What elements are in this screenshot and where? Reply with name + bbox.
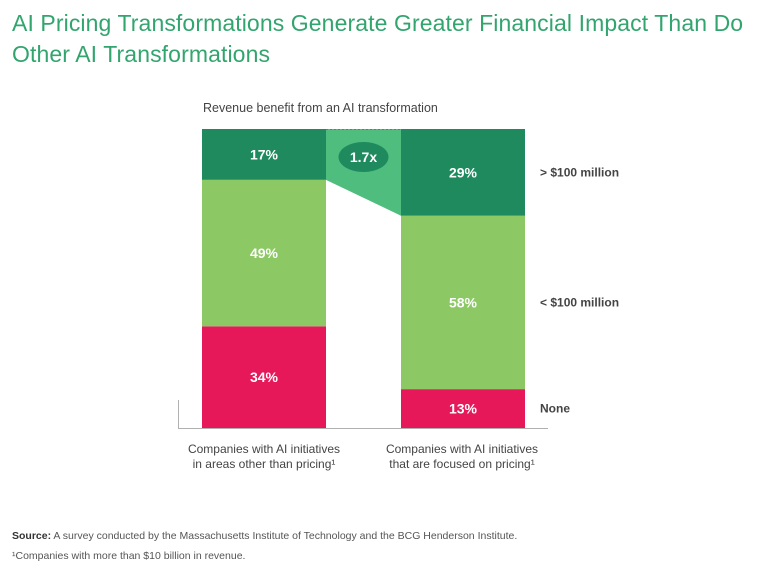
- footnote: ¹Companies with more than $10 billion in…: [12, 550, 246, 562]
- source-label: Source:: [12, 530, 52, 542]
- bar-segment: [401, 215, 525, 390]
- data-label: 34%: [250, 369, 279, 385]
- legend-label: None: [540, 402, 570, 416]
- multiplier-label: 1.7x: [350, 149, 377, 165]
- data-label: 29%: [449, 164, 478, 180]
- bar-segment: [401, 389, 525, 428]
- multiplier-badge: [338, 142, 389, 172]
- chart-title: AI Pricing Transformations Generate Grea…: [12, 10, 744, 67]
- x-axis-label-pricing: Companies with AI initiatives that are f…: [358, 442, 566, 472]
- bar-segment: [202, 129, 326, 180]
- legend-label: < $100 million: [540, 295, 619, 309]
- bar-segment: [202, 326, 326, 428]
- x-axis-label-other: Companies with AI initiatives in areas o…: [160, 442, 368, 472]
- data-label: 49%: [250, 245, 279, 261]
- source-note: Source: A survey conducted by the Massac…: [12, 530, 517, 542]
- bar-segment: [202, 179, 326, 327]
- data-label: 13%: [449, 401, 478, 417]
- x-axis-label-line: Companies with AI initiatives: [385, 442, 539, 456]
- data-label: 58%: [449, 294, 478, 310]
- x-axis-label-line: that are focused on pricing¹: [389, 457, 535, 471]
- bar-segment: [401, 129, 525, 216]
- x-axis-label-line: in areas other than pricing¹: [192, 457, 336, 471]
- x-axis-label-line: Companies with AI initiatives: [187, 442, 341, 456]
- legend-label: > $100 million: [540, 165, 619, 179]
- data-label: 17%: [250, 146, 279, 162]
- source-text: A survey conducted by the Massachusetts …: [51, 530, 518, 542]
- chart-subtitle: Revenue benefit from an AI transformatio…: [203, 101, 438, 115]
